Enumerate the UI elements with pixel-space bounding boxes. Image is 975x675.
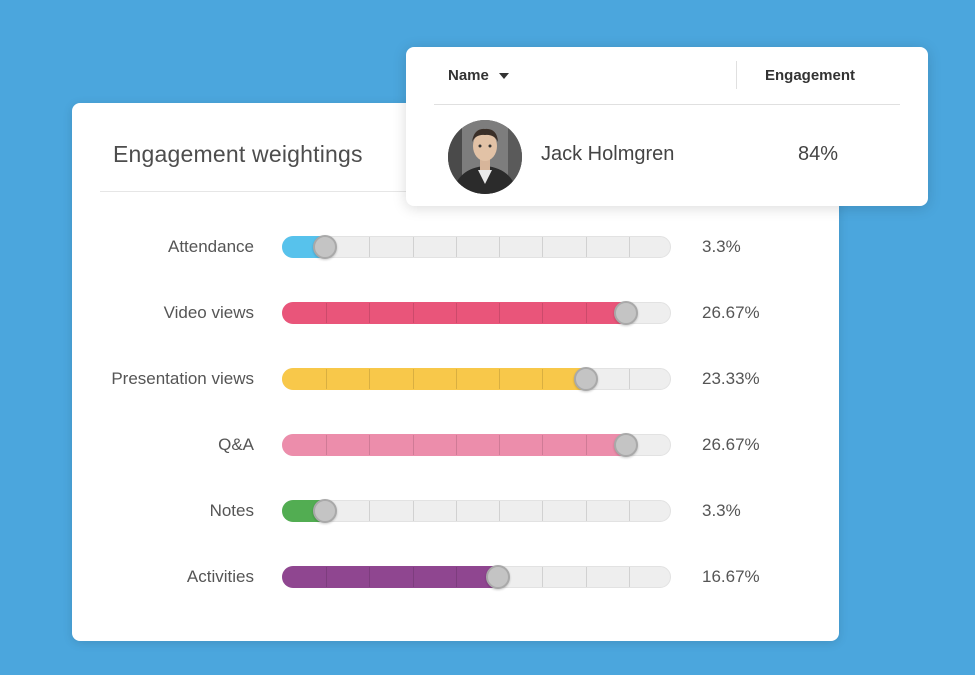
slider-tick <box>456 567 457 587</box>
slider-tick <box>629 567 630 587</box>
slider-tick <box>629 369 630 389</box>
slider-tick <box>499 303 500 323</box>
row-value: 16.67% <box>702 567 760 586</box>
slider-tick <box>456 237 457 257</box>
row-value: 26.67% <box>702 435 760 454</box>
card-title: Engagement weightings <box>113 141 363 167</box>
slider-tick <box>413 303 414 323</box>
slider-handle[interactable] <box>313 499 337 523</box>
person-name: Jack Holmgren <box>541 143 675 165</box>
presentation-views-slider[interactable] <box>282 367 671 391</box>
notes-slider[interactable] <box>282 499 671 523</box>
column-separator <box>736 61 737 89</box>
row-label: Attendance <box>167 237 254 256</box>
weight-row-attendance: Attendance 3.3% <box>72 217 839 277</box>
slider-tick <box>542 501 543 521</box>
slider-tick <box>586 237 587 257</box>
slider-tick <box>629 501 630 521</box>
header-divider <box>434 104 900 105</box>
slider-tick <box>629 237 630 257</box>
row-value: 3.3% <box>702 501 741 520</box>
engagement-table-card: Name Engagement Jack Holmgren 84% <box>406 47 928 206</box>
slider-tick <box>499 435 500 455</box>
slider-tick <box>499 369 500 389</box>
slider-tick <box>369 237 370 257</box>
slider-tick <box>542 303 543 323</box>
slider-fill <box>282 302 625 324</box>
slider-tick <box>369 303 370 323</box>
slider-tick <box>586 303 587 323</box>
row-label: Notes <box>209 501 254 520</box>
qa-slider[interactable] <box>282 433 671 457</box>
avatar <box>448 120 522 194</box>
slider-handle[interactable] <box>614 433 638 457</box>
slider-tick <box>326 435 327 455</box>
avatar-photo-icon <box>448 120 522 194</box>
slider-tick <box>586 435 587 455</box>
slider-tick <box>456 501 457 521</box>
slider-tick <box>586 501 587 521</box>
row-value: 3.3% <box>702 237 741 256</box>
slider-tick <box>542 567 543 587</box>
slider-tick <box>413 501 414 521</box>
row-label: Video views <box>163 303 254 322</box>
slider-tick <box>413 237 414 257</box>
slider-tick <box>542 435 543 455</box>
slider-handle[interactable] <box>486 565 510 589</box>
slider-tick <box>413 435 414 455</box>
slider-tick <box>499 237 500 257</box>
weight-row-qa: Q&A 26.67% <box>72 415 839 475</box>
slider-tick <box>413 369 414 389</box>
slider-tick <box>369 369 370 389</box>
row-value: 23.33% <box>702 369 760 388</box>
slider-handle[interactable] <box>574 367 598 391</box>
slider-tick <box>369 435 370 455</box>
activities-slider[interactable] <box>282 565 671 589</box>
slider-fill <box>282 434 625 456</box>
slider-tick <box>499 501 500 521</box>
slider-tick <box>456 303 457 323</box>
slider-tick <box>326 303 327 323</box>
attendance-slider[interactable] <box>282 235 671 259</box>
video-views-slider[interactable] <box>282 301 671 325</box>
slider-tick <box>542 237 543 257</box>
slider-tick <box>456 435 457 455</box>
weight-row-activities: Activities 16.67% <box>72 547 839 607</box>
slider-fill <box>282 368 585 390</box>
slider-tick <box>456 369 457 389</box>
slider-tick <box>369 567 370 587</box>
slider-tick <box>542 369 543 389</box>
weight-row-notes: Notes 3.3% <box>72 481 839 541</box>
slider-tick <box>326 567 327 587</box>
caret-down-icon <box>498 72 509 79</box>
weight-row-video-views: Video views 26.67% <box>72 283 839 343</box>
slider-tick <box>586 567 587 587</box>
row-value: 26.67% <box>702 303 760 322</box>
name-header-label: Name <box>448 67 489 84</box>
person-engagement: 84% <box>798 143 839 165</box>
slider-handle[interactable] <box>614 301 638 325</box>
slider-tick <box>326 369 327 389</box>
slider-tick <box>369 501 370 521</box>
slider-handle[interactable] <box>313 235 337 259</box>
row-label: Activities <box>186 567 254 586</box>
name-column-header[interactable]: Name <box>448 67 509 84</box>
slider-fill <box>282 566 497 588</box>
row-label: Q&A <box>218 435 254 454</box>
row-label: Presentation views <box>111 369 254 388</box>
weight-row-presentation-views: Presentation views 23.33% <box>72 349 839 409</box>
slider-tick <box>413 567 414 587</box>
engagement-column-header[interactable]: Engagement <box>765 67 856 84</box>
